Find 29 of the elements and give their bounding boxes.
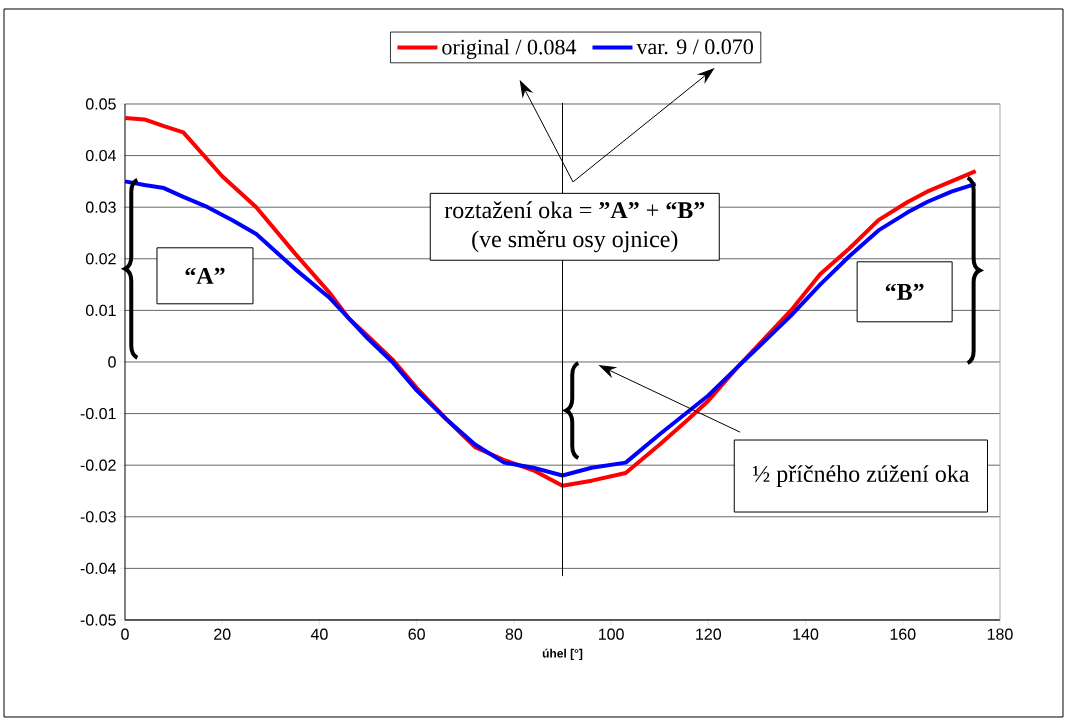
y-tick-label: 0.01	[85, 304, 116, 317]
x-tick-label: 160	[890, 628, 916, 640]
y-tick-label: 0.03	[85, 201, 116, 213]
y-tick-label: -0.01	[80, 407, 116, 420]
x-tick-label: 80	[505, 628, 523, 640]
annotation: (ve směru osy ojnice)	[472, 230, 678, 253]
y-tick-label: -0.03	[80, 511, 116, 523]
y-tick-label: -0.05	[80, 614, 116, 626]
y-tick-label: 0.04	[85, 149, 116, 162]
legend-label: original / 0.084	[442, 39, 577, 60]
x-tick-label: 40	[310, 628, 328, 640]
x-tick-label: 60	[408, 628, 425, 640]
annotation: “A”	[185, 267, 225, 284]
x-tick-label: 0	[121, 628, 129, 640]
annotation: roztažení oka = ”A” + “B”	[444, 201, 705, 219]
y-tick-label: -0.02	[80, 459, 116, 471]
legend-label: var. 9 / 0.070	[636, 39, 753, 55]
y-tick-label: 0.02	[85, 253, 116, 265]
x-tick-label: 100	[598, 628, 624, 640]
x-tick-label: 180	[987, 628, 1013, 640]
x-tick-label: 120	[696, 628, 722, 640]
x-tick-label: 20	[214, 628, 231, 640]
y-tick-label: -0.04	[80, 562, 116, 575]
annotation: “B”	[885, 283, 924, 300]
x-axis-title: úhel [°]	[542, 648, 583, 661]
y-tick-label: 0	[108, 356, 116, 368]
y-tick-label: 0.05	[85, 98, 116, 110]
x-tick-label: 140	[793, 628, 819, 640]
annotation: ½ příčného zúžení oka	[753, 465, 970, 487]
